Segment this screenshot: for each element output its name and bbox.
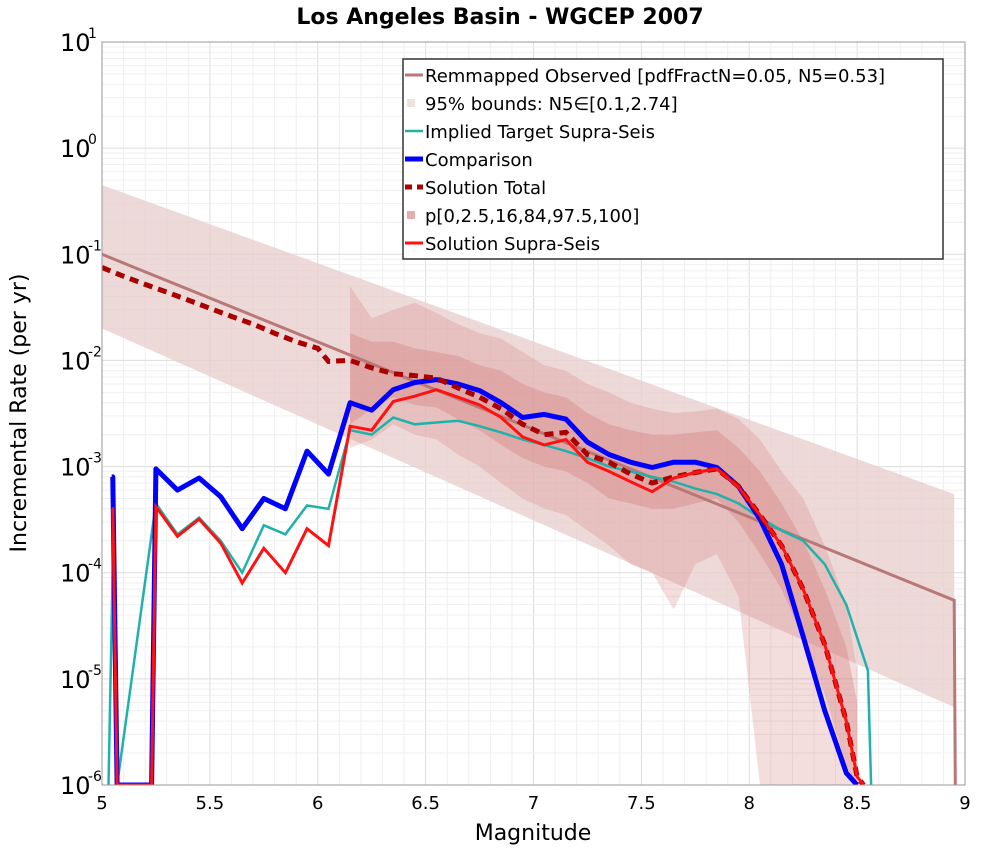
x-tick-label: 6.5: [411, 793, 440, 814]
bands-layer: [102, 185, 955, 785]
legend-box: [402, 58, 944, 260]
plot-frame: [101, 41, 966, 786]
y-tick-exponent: -4: [88, 557, 102, 573]
x-tick-label: 7: [528, 793, 539, 814]
y-tick-label: 10: [60, 666, 91, 694]
x-axis-label: Magnitude: [475, 821, 592, 846]
y-axis-label: Incremental Rate (per yr): [7, 274, 32, 553]
y-tick-label: 10: [60, 135, 91, 163]
legend-label: Solution Total: [425, 178, 546, 199]
y-tick-label: 10: [60, 241, 91, 269]
y-tick-exponent: -5: [88, 663, 102, 679]
y-tick-label: 10: [60, 772, 91, 800]
chart-title: Los Angeles Basin - WGCEP 2007: [296, 5, 703, 30]
y-tick-label: 10: [60, 347, 91, 375]
series-lines-layer: [102, 252, 957, 785]
legend-label: Remmapped Observed [pdfFractN=0.05, N5=0…: [425, 66, 885, 87]
x-tick-label: 8.5: [843, 793, 872, 814]
y-tick-exponent: -6: [88, 769, 102, 785]
legend-swatch: [407, 99, 415, 107]
y-tick-exponent: -1: [88, 238, 102, 254]
x-tick-label: 5.5: [196, 793, 225, 814]
y-tick-exponent: 1: [88, 26, 97, 42]
legend-label: Comparison: [425, 150, 533, 171]
y-tick-exponent: -2: [88, 344, 102, 360]
percentile-inner-band: [350, 333, 858, 785]
legend-label: 95% bounds: N5∈[0.1,2.74]: [425, 94, 678, 115]
y-tick-exponent: 0: [88, 132, 97, 148]
y-tick-label: 10: [60, 29, 91, 57]
x-tick-label: 5: [96, 793, 107, 814]
x-tick-label: 9: [959, 793, 970, 814]
legend-label: p[0,2.5,16,84,97.5,100]: [425, 206, 639, 227]
x-axis-ticks: 5 5.5 6 6.5 7 7.5 8 8.5 9: [96, 793, 970, 814]
x-tick-label: 6: [312, 793, 323, 814]
y-tick-label: 10: [60, 454, 91, 482]
x-tick-label: 7.5: [627, 793, 656, 814]
x-tick-label: 8: [744, 793, 755, 814]
legend-label: Solution Supra-Seis: [425, 234, 600, 255]
percentile-outer-band: [350, 286, 858, 785]
legend-label: Implied Target Supra-Seis: [425, 122, 655, 143]
y-tick-exponent: -3: [88, 451, 102, 467]
legend: Remmapped Observed [pdfFractN=0.05, N5=0…: [402, 58, 944, 260]
legend-swatch: [407, 211, 415, 219]
solution-supra-line: [111, 388, 865, 785]
y-tick-label: 10: [60, 560, 91, 588]
bounds-band: [102, 185, 955, 708]
